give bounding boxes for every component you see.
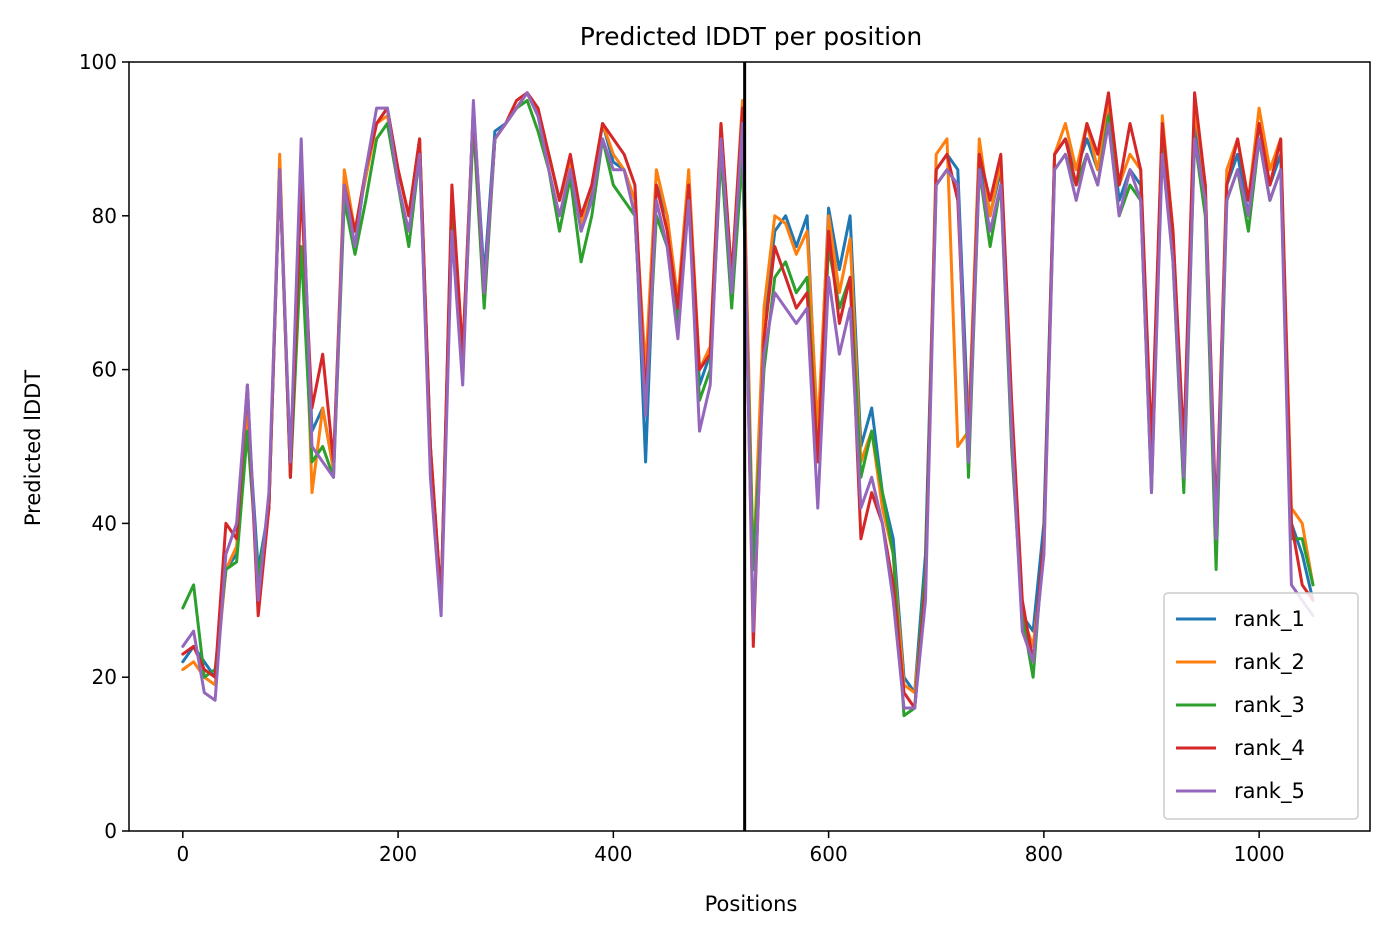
series-line-rank_5: [181, 91, 1315, 710]
legend-label-rank_3: rank_3: [1234, 693, 1305, 718]
plot-frame: [128, 61, 1371, 832]
legend-label-rank_1: rank_1: [1234, 607, 1305, 632]
x-tick-label: 400: [594, 842, 632, 866]
x-tick-label: 600: [810, 842, 848, 866]
y-axis-label: Predicted lDDT: [21, 370, 45, 526]
y-tick-label: 100: [79, 50, 117, 74]
legend-label-rank_4: rank_4: [1234, 736, 1305, 761]
y-tick-label: 40: [92, 511, 117, 535]
legend-box: [1163, 592, 1359, 820]
legend-label-rank_2: rank_2: [1234, 650, 1305, 675]
x-tick-label: 0: [176, 842, 189, 866]
legend: rank_1 rank_2 rank_3 rank_4 rank_5: [1163, 592, 1359, 820]
legend-label-rank_5: rank_5: [1234, 779, 1305, 804]
y-tick-label: 20: [92, 665, 117, 689]
x-tick-label: 800: [1025, 842, 1063, 866]
x-tick-label: 1000: [1234, 842, 1285, 866]
tick-layer: 0 200 400 600 800 1000 0 20 40 60 80 100: [79, 50, 1285, 866]
y-tick-label: 0: [104, 819, 117, 843]
y-tick-label: 80: [92, 204, 117, 228]
x-tick-label: 200: [379, 842, 417, 866]
chart-title: Predicted lDDT per position: [580, 22, 922, 51]
y-tick-label: 60: [92, 358, 117, 382]
x-axis-label: Positions: [705, 892, 798, 916]
series-layer: [181, 91, 1315, 718]
